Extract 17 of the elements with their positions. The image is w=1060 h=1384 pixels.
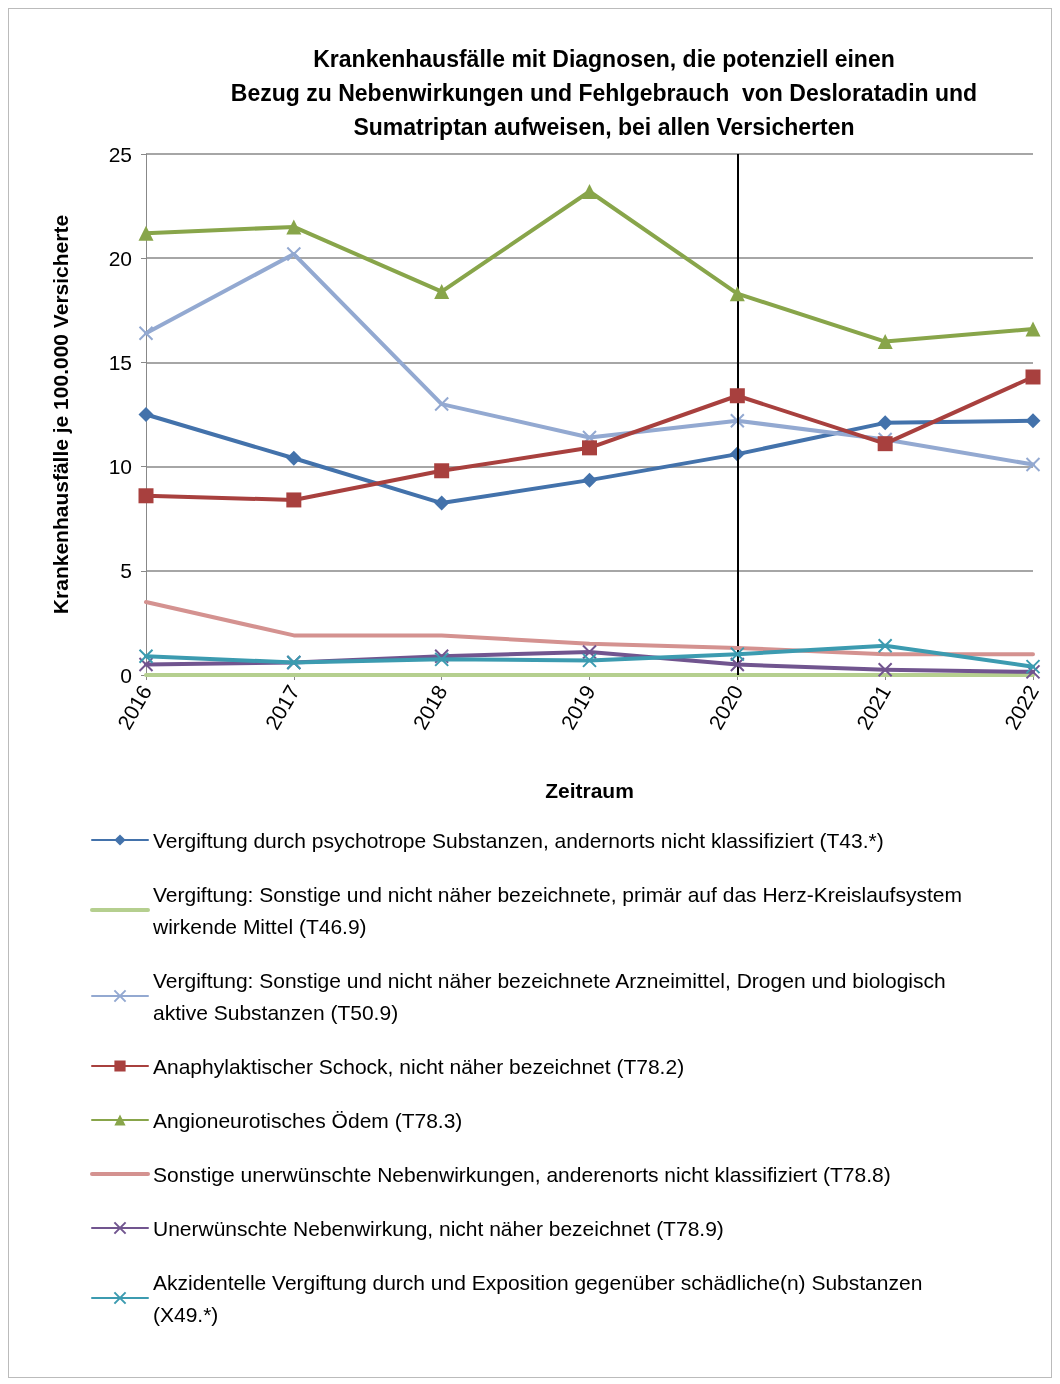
- y-axis-title: Krankenhausfälle je 100.000 Versicherte: [49, 214, 72, 615]
- y-tick-label: 10: [108, 455, 132, 479]
- legend-label: Vergiftung: Sonstige und nicht näher bezeichnete Arzneimittel, Drogen und biologisch aktive Substanzen (T50.9): [153, 968, 952, 1024]
- legend-label: Unerwünschte Nebenwirkung, nicht näher bezeichnet (T78.9): [153, 1216, 724, 1240]
- legend-label: Vergiftung: Sonstige und nicht näher bezeichnete, primär auf das Herz-Kreislaufsystem wirkende Mittel (T46.9): [152, 882, 968, 938]
- legend-label: Anaphylaktischer Schock, nicht näher bezeichnet (T78.2): [153, 1054, 685, 1078]
- legend-label: Sonstige unerwünschte Nebenwirkungen, anderenorts nicht klassifiziert (T78.8): [153, 1162, 891, 1186]
- y-tick-label: 5: [120, 559, 132, 583]
- y-tick-label: 15: [108, 350, 132, 374]
- x-axis-title: Zeitraum: [545, 779, 634, 802]
- legend-label: Vergiftung durch psychotrope Substanzen, andernorts nicht klassifiziert (T43.*): [153, 828, 884, 852]
- legend-label: Angioneurotisches Ödem (T78.3): [153, 1108, 463, 1132]
- y-tick-label: 0: [120, 663, 132, 687]
- y-tick-label: 25: [108, 142, 132, 166]
- legend-label: Akzidentelle Vergiftung durch und Exposition gegenüber schädliche(n) Substanzen (X49.*): [153, 1270, 929, 1326]
- y-tick-label: 20: [108, 246, 132, 270]
- chart-title: Krankenhausfälle mit Diagnosen, die potenziell einen Bezug zu Nebenwirkungen und Fehlgebrauch von Desloratadin und Sumatriptan aufweisen, bei allen Versicherten: [230, 46, 978, 140]
